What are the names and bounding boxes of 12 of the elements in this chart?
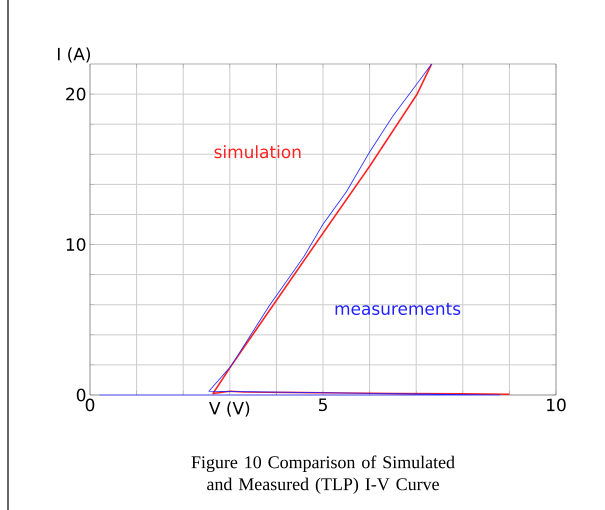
line-series: [212, 63, 510, 396]
x-tick-label: 5: [318, 398, 327, 412]
x-axis-title: V (V): [209, 402, 250, 417]
x-tick-label: 0: [86, 398, 94, 412]
y-axis-title: I (A): [58, 47, 90, 62]
y-tick-label: 0: [76, 388, 86, 402]
x-tick-label: 10: [547, 398, 566, 412]
y-tick-label: 20: [66, 88, 86, 100]
text: simulation: [214, 145, 300, 158]
caption: Figure 10 Comparison of Simulated and Measured (TLP) I-V Curve: [192, 456, 455, 494]
y-tick-label: 10: [66, 238, 86, 251]
text: measurements: [336, 302, 460, 315]
